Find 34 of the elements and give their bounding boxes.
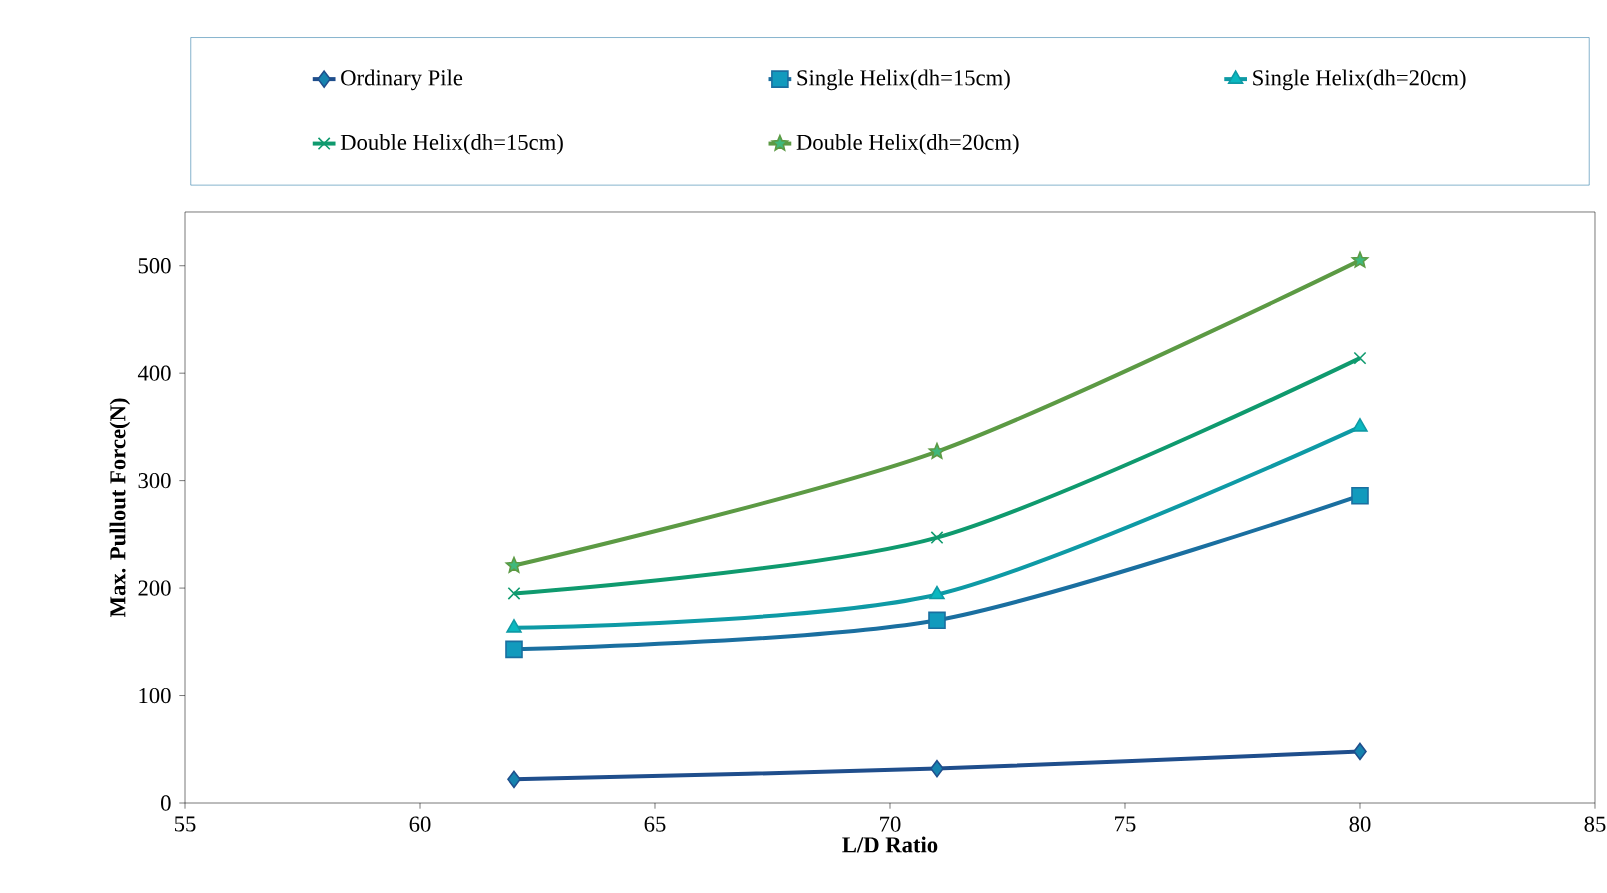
y-tick-label: 100 — [139, 687, 171, 704]
x-tick-label: 70 — [880, 816, 901, 832]
point — [505, 640, 523, 659]
point — [930, 531, 944, 545]
y-tick-label: 300 — [138, 472, 171, 489]
point — [506, 619, 522, 633]
x-tick-label: 80 — [1349, 816, 1371, 832]
point — [930, 759, 944, 778]
point — [1353, 351, 1367, 365]
x-tick-label: 65 — [644, 816, 666, 832]
x-tick-label: 60 — [409, 816, 431, 832]
point — [507, 770, 521, 789]
y-tick-label: 0 — [161, 795, 171, 811]
y-tick-label: 500 — [138, 258, 171, 274]
point — [1353, 742, 1367, 761]
point — [929, 585, 945, 600]
x-axis-title: L/D Ratio — [842, 836, 938, 853]
x-tick-label: 55 — [174, 816, 196, 832]
legend-label: Ordinary Pile — [341, 69, 463, 91]
legend-label: Single Helix(dh=15cm) — [797, 69, 1010, 91]
x-tick-label: 75 — [1115, 816, 1136, 832]
x-tick-label: 85 — [1584, 816, 1606, 832]
legend-label: Double Helix(dh=20cm) — [796, 134, 1019, 155]
point — [1351, 486, 1369, 505]
point — [928, 611, 946, 630]
legend-label: Single Helix(dh=20cm) — [1253, 69, 1466, 91]
point — [507, 587, 521, 600]
y-tick-label: 400 — [137, 365, 171, 381]
point — [1351, 251, 1369, 268]
point — [928, 442, 946, 459]
point — [1352, 418, 1368, 432]
y-axis-title: Max. Pullout Force(N) — [109, 398, 131, 618]
y-tick-label: 200 — [138, 580, 171, 596]
legend-label: Double Helix(dh=15cm) — [340, 134, 563, 155]
